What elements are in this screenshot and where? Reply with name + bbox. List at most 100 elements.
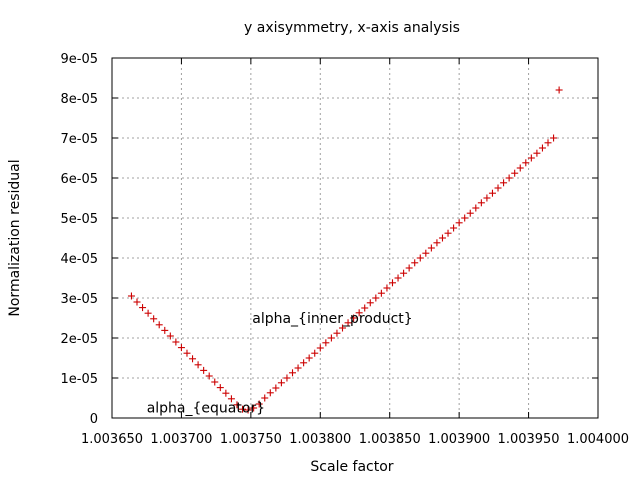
data-point xyxy=(477,199,485,207)
y-axis-title: Normalization residual xyxy=(7,159,23,316)
data-point xyxy=(355,309,363,317)
data-point xyxy=(239,405,247,413)
y-tick-label: 6e-05 xyxy=(60,172,98,187)
data-point xyxy=(361,304,369,312)
x-tick-label: 1.004000 xyxy=(567,432,629,447)
data-point xyxy=(416,254,424,262)
data-point xyxy=(377,289,385,297)
data-point xyxy=(133,298,141,306)
data-point xyxy=(172,338,180,346)
data-point xyxy=(333,329,341,337)
y-tick-label: 5e-05 xyxy=(60,212,98,227)
x-tick-label: 1.003950 xyxy=(498,432,560,447)
data-point xyxy=(183,349,191,357)
data-point xyxy=(127,292,135,300)
data-point xyxy=(438,234,446,242)
data-point xyxy=(139,304,147,312)
data-point xyxy=(155,321,163,329)
y-tick-label: 7e-05 xyxy=(60,132,98,147)
data-point xyxy=(150,315,158,323)
data-point xyxy=(216,384,224,392)
data-point xyxy=(366,299,374,307)
data-point xyxy=(433,239,441,247)
data-point xyxy=(294,364,302,372)
data-point xyxy=(505,174,513,182)
data-point xyxy=(522,159,530,167)
data-point xyxy=(427,244,435,252)
y-tick-label: 0 xyxy=(90,412,98,427)
data-point xyxy=(511,169,519,177)
data-point xyxy=(322,339,330,347)
y-tick-label: 1e-05 xyxy=(60,372,98,387)
data-point xyxy=(516,164,524,172)
annotation-label: alpha_{equator} xyxy=(147,401,265,417)
y-tick-label: 8e-05 xyxy=(60,92,98,107)
plot-frame xyxy=(111,57,599,419)
data-point xyxy=(383,284,391,292)
data-point xyxy=(311,349,319,357)
data-point xyxy=(444,229,452,237)
data-point xyxy=(161,326,169,334)
x-tick-label: 1.003800 xyxy=(289,432,351,447)
data-point xyxy=(177,344,185,352)
tick-labels: 1.003650 1.003700 1.003750 1.003800 1.003850… xyxy=(60,52,629,447)
data-point xyxy=(544,139,552,147)
data-point xyxy=(222,389,230,397)
y-tick-label: 3e-05 xyxy=(60,292,98,307)
x-tick-label: 1.003900 xyxy=(428,432,490,447)
data-point xyxy=(250,404,258,412)
data-point xyxy=(189,355,197,363)
x-tick-label: 1.003650 xyxy=(81,432,143,447)
data-point xyxy=(227,395,235,403)
data-point xyxy=(305,354,313,362)
data-point xyxy=(316,344,324,352)
annotations: alpha_{equator} alpha_{inner_product} xyxy=(147,311,413,417)
x-tick-label: 1.003700 xyxy=(150,432,212,447)
data-point xyxy=(255,400,263,408)
data-point xyxy=(350,314,358,322)
data-point xyxy=(555,86,563,94)
data-point xyxy=(205,372,213,380)
data-point xyxy=(244,406,252,414)
data-point xyxy=(450,224,458,232)
data-point xyxy=(466,209,474,217)
data-point xyxy=(394,274,402,282)
data-point xyxy=(327,334,335,342)
chart-title: y axisymmetry, x-axis analysis xyxy=(244,20,460,36)
data-point xyxy=(488,189,496,197)
data-point xyxy=(277,379,285,387)
data-point xyxy=(533,149,541,157)
data-point xyxy=(550,134,558,142)
data-point xyxy=(261,394,269,402)
data-point xyxy=(472,204,480,212)
data-points xyxy=(127,86,563,414)
data-point xyxy=(494,184,502,192)
data-point xyxy=(422,249,430,257)
data-point xyxy=(411,259,419,267)
x-tick-label: 1.003750 xyxy=(220,432,282,447)
data-point xyxy=(300,359,308,367)
data-point xyxy=(461,214,469,222)
data-point xyxy=(233,401,241,409)
data-point xyxy=(144,309,152,317)
data-point xyxy=(538,144,546,152)
data-point xyxy=(283,374,291,382)
data-point xyxy=(200,366,208,374)
data-point xyxy=(372,294,380,302)
grid-lines xyxy=(112,58,598,418)
data-point xyxy=(455,219,463,227)
axis-ticks xyxy=(111,57,599,419)
data-point xyxy=(266,389,274,397)
data-point xyxy=(388,279,396,287)
data-point xyxy=(405,264,413,272)
data-point xyxy=(344,319,352,327)
y-tick-label: 4e-05 xyxy=(60,252,98,267)
data-point xyxy=(527,154,535,162)
y-tick-label: 9e-05 xyxy=(60,52,98,67)
x-axis-title: Scale factor xyxy=(310,459,393,475)
data-point xyxy=(483,194,491,202)
data-point xyxy=(289,369,297,377)
y-tick-label: 2e-05 xyxy=(60,332,98,347)
data-point xyxy=(500,179,508,187)
